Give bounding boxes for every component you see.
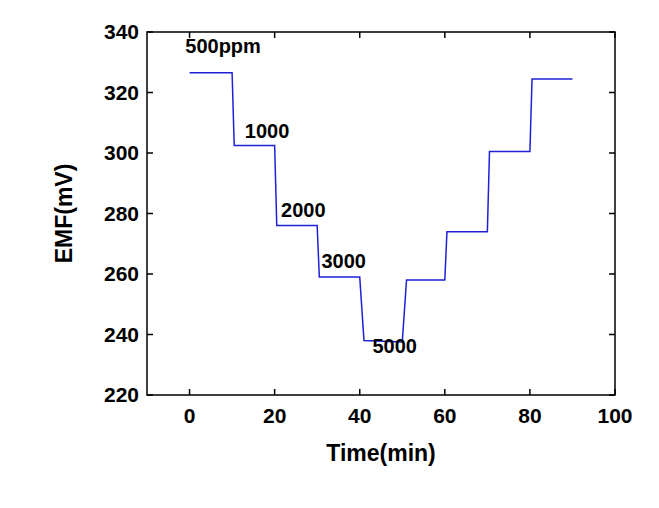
- chart-container: 220 240 260 280 300 320 340 0 20 40 60 80 100 Time(mi…: [0, 0, 659, 508]
- y-tick: [147, 213, 153, 215]
- x-tick-label: 0: [184, 404, 196, 427]
- x-tick: [529, 389, 531, 395]
- y-tick: [147, 31, 153, 33]
- y-tick-right: [609, 394, 615, 396]
- y-tick: [147, 92, 153, 94]
- y-tick-label: 260: [104, 262, 139, 285]
- y-tick-right: [609, 213, 615, 215]
- y-tick: [147, 334, 153, 336]
- chart-svg: 220 240 260 280 300 320 340 0 20 40 60 80 100 Time(mi…: [0, 0, 659, 508]
- x-tick: [444, 389, 446, 395]
- x-tick-top: [614, 32, 616, 38]
- x-tick-label: 80: [518, 404, 541, 427]
- y-tick: [147, 394, 153, 396]
- annotation: 5000: [372, 335, 417, 357]
- y-tick: [147, 273, 153, 275]
- y-tick-label: 320: [104, 81, 139, 104]
- x-tick: [189, 389, 191, 395]
- y-tick-label: 220: [104, 383, 139, 406]
- plot-area: [190, 73, 573, 342]
- y-tick-right: [609, 273, 615, 275]
- annotation: 2000: [281, 199, 326, 221]
- annotation: 3000: [321, 250, 366, 272]
- x-tick-top: [359, 32, 361, 38]
- x-tick-top: [444, 32, 446, 38]
- x-tick: [359, 389, 361, 395]
- x-tick-top: [529, 32, 531, 38]
- y-tick-right: [609, 31, 615, 33]
- y-tick-label: 240: [104, 323, 139, 346]
- y-tick-label: 300: [104, 141, 139, 164]
- x-tick-label: 40: [348, 404, 371, 427]
- x-tick: [614, 389, 616, 395]
- annotation: 500ppm: [185, 35, 261, 57]
- y-tick: [147, 152, 153, 154]
- emf-line: [190, 73, 573, 342]
- y-axis-label: EMF(mV): [51, 164, 77, 264]
- x-tick: [274, 389, 276, 395]
- y-tick-right: [609, 334, 615, 336]
- y-tick-right: [609, 92, 615, 94]
- plot-frame: [147, 32, 615, 395]
- annotation: 1000: [245, 120, 290, 142]
- y-tick-right: [609, 152, 615, 154]
- y-tick-label: 340: [104, 20, 139, 43]
- x-tick-label: 20: [263, 404, 286, 427]
- x-axis-label: Time(min): [326, 440, 435, 466]
- x-tick-label: 60: [433, 404, 456, 427]
- y-tick-label: 280: [104, 202, 139, 225]
- x-tick-top: [274, 32, 276, 38]
- x-tick-label: 100: [597, 404, 632, 427]
